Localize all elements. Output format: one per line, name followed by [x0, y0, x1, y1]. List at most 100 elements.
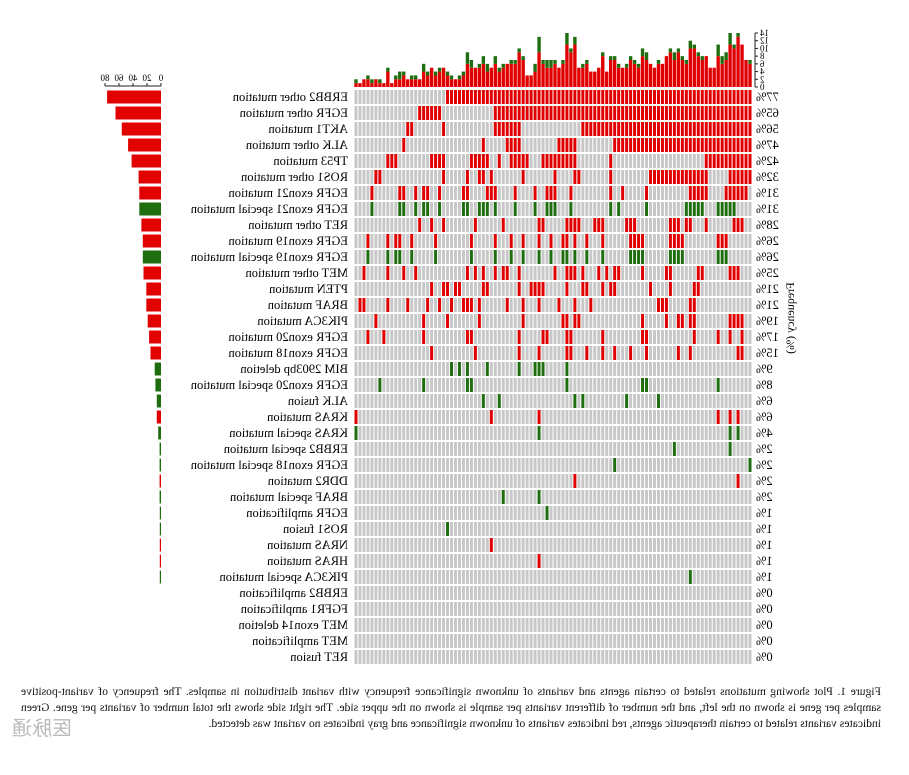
heatmap-cell-empty — [684, 426, 688, 440]
heatmap-cell-empty — [505, 650, 509, 664]
heatmap-cell-empty — [664, 442, 668, 456]
heatmap-cell-empty — [469, 602, 473, 616]
heatmap-cell-empty — [354, 170, 358, 184]
heatmap-cell-empty — [569, 586, 573, 600]
heatmap-cell-empty — [716, 266, 720, 280]
heatmap-cell-empty — [430, 490, 434, 504]
heatmap-cell-empty — [501, 602, 505, 616]
heatmap-cell-empty — [529, 442, 533, 456]
heatmap-cell-variant — [700, 202, 704, 216]
heatmap-cell-empty — [708, 570, 712, 584]
heatmap-cell-empty — [688, 618, 692, 632]
heatmap-cell-empty — [362, 186, 366, 200]
heatmap-cell-empty — [402, 410, 406, 424]
heatmap-cell-empty — [708, 554, 712, 568]
heatmap-cell-variant — [430, 282, 434, 296]
top-bar-vus — [648, 63, 653, 87]
heatmap-cell-empty — [740, 522, 744, 536]
top-bar-actionable — [354, 79, 358, 84]
heatmap-cell-empty — [370, 570, 374, 584]
heatmap-cell-empty — [653, 458, 656, 472]
heatmap-cell-empty — [664, 650, 668, 664]
heatmap-cell-variant — [501, 122, 505, 136]
heatmap-cell-empty — [724, 602, 728, 616]
heatmap-cell-variant — [621, 186, 625, 200]
heatmap-cell-empty — [374, 410, 378, 424]
top-bar-vus — [553, 63, 557, 87]
heatmap-cell-variant — [390, 154, 394, 168]
heatmap-cell-empty — [457, 442, 461, 456]
top-bar-actionable — [688, 40, 692, 49]
heatmap-cell-empty — [645, 538, 649, 552]
heatmap-cell-empty — [465, 138, 469, 152]
heatmap-cell-variant — [477, 170, 481, 184]
heatmap-cell-variant — [660, 170, 664, 184]
heatmap-cell-empty — [422, 538, 426, 552]
heatmap-cell-empty — [430, 554, 434, 568]
heatmap-cell-empty — [386, 106, 390, 120]
heatmap-cell-variant — [517, 122, 521, 136]
heatmap-cell-empty — [653, 234, 656, 248]
heatmap-cell-empty — [469, 538, 473, 552]
heatmap-cell-empty — [732, 394, 736, 408]
heatmap-cell-empty — [541, 586, 545, 600]
heatmap-cell-empty — [732, 458, 736, 472]
heatmap-cell-empty — [358, 346, 362, 360]
heatmap-cell-empty — [720, 218, 724, 232]
heatmap-cell-empty — [366, 570, 370, 584]
heatmap-cell-empty — [716, 506, 720, 520]
heatmap-cell-empty — [457, 186, 461, 200]
heatmap-cell-variant — [497, 122, 501, 136]
heatmap-cell-empty — [680, 506, 684, 520]
heatmap-cell-empty — [450, 170, 453, 184]
heatmap-cell-variant — [637, 122, 641, 136]
heatmap-cell-empty — [501, 250, 505, 264]
heatmap-cell-empty — [696, 458, 700, 472]
heatmap-cell-empty — [601, 442, 605, 456]
left-bar — [159, 474, 161, 488]
heatmap-cell-empty — [473, 474, 477, 488]
heatmap-cell-empty — [601, 618, 605, 632]
heatmap-cell-variant — [653, 122, 656, 136]
heatmap-cell-empty — [525, 170, 529, 184]
heatmap-cell-empty — [450, 554, 453, 568]
heatmap-cell-empty — [414, 458, 418, 472]
heatmap-cell-empty — [450, 282, 453, 296]
heatmap-cell-empty — [724, 362, 728, 376]
heatmap-cell-empty — [517, 522, 521, 536]
heatmap-cell-variant — [688, 186, 692, 200]
heatmap-row — [354, 186, 752, 200]
heatmap-cell-empty — [454, 650, 457, 664]
heatmap-cell-empty — [521, 522, 525, 536]
heatmap-cell-empty — [672, 330, 676, 344]
heatmap-cell-empty — [501, 394, 505, 408]
heatmap-cell-empty — [732, 570, 736, 584]
heatmap-cell-empty — [414, 298, 418, 312]
heatmap-cell-empty — [545, 346, 549, 360]
watermark: 医脉通 — [12, 716, 72, 740]
heatmap-cell-empty — [525, 138, 529, 152]
heatmap-cell-empty — [585, 650, 589, 664]
heatmap-cell-empty — [398, 266, 402, 280]
heatmap-cell-empty — [573, 618, 577, 632]
heatmap-cell-empty — [732, 234, 736, 248]
heatmap-cell-empty — [450, 538, 453, 552]
heatmap-cell-empty — [497, 362, 501, 376]
heatmap-cell-empty — [565, 570, 569, 584]
heatmap-cell-empty — [541, 650, 545, 664]
heatmap-cell-empty — [394, 346, 398, 360]
heatmap-cell-empty — [660, 634, 664, 648]
heatmap-cell-empty — [732, 282, 736, 296]
heatmap-cell-empty — [641, 154, 645, 168]
heatmap-cell-empty — [422, 458, 426, 472]
heatmap-cell-empty — [501, 282, 505, 296]
top-axis-tick-label: 8 — [760, 51, 765, 61]
heatmap-cell-empty — [525, 250, 529, 264]
heatmap-cell-empty — [581, 442, 585, 456]
heatmap-cell-empty — [684, 538, 688, 552]
heatmap-cell-empty — [617, 362, 621, 376]
heatmap-cell-empty — [378, 298, 382, 312]
heatmap-cell-empty — [354, 506, 358, 520]
heatmap-cell-variant — [501, 218, 505, 232]
